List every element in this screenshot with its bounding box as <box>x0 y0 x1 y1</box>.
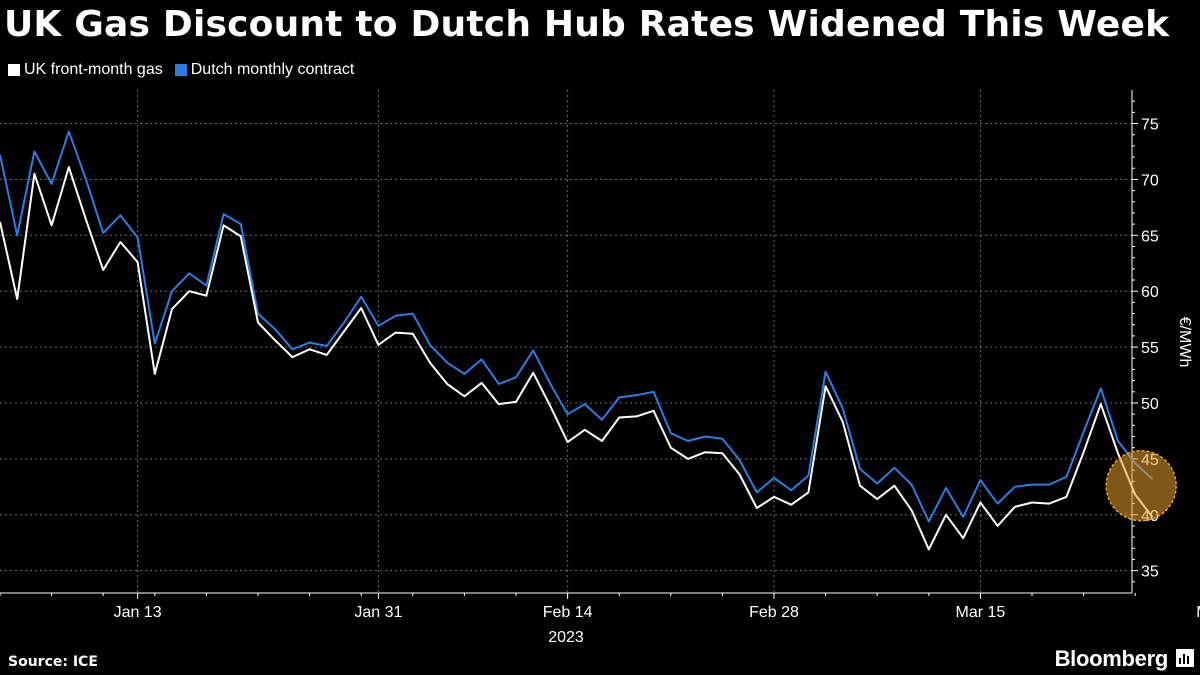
x-tick-label: Feb 28 <box>749 604 799 621</box>
legend-swatch-uk <box>8 64 20 76</box>
highlight-circle <box>1105 449 1177 522</box>
legend-label-dutch: Dutch monthly contract <box>190 61 355 78</box>
legend-item-uk: UK front-month gas <box>8 61 163 79</box>
legend: UK front-month gas Dutch monthly contrac… <box>8 61 366 79</box>
legend-item-dutch: Dutch monthly contract <box>174 61 355 79</box>
x-tick-label: Jan 31 <box>354 604 402 621</box>
y-tick-label: 55 <box>1141 340 1159 357</box>
chart-title: UK Gas Discount to Dutch Hub Rates Widen… <box>4 4 1170 45</box>
y-tick-label: 65 <box>1141 228 1159 245</box>
x-year-label: 2023 <box>548 629 584 646</box>
series-line-uk <box>0 166 1154 551</box>
x-tick-label: Mar 31 <box>1196 604 1200 621</box>
bloomberg-chart-icon <box>1176 649 1194 667</box>
legend-label-uk: UK front-month gas <box>24 61 163 78</box>
x-tick-label: Jan 13 <box>114 604 162 621</box>
x-tick-label: Feb 14 <box>543 604 593 621</box>
series-line-dutch <box>0 130 1154 523</box>
source-note: Source: ICE <box>8 654 98 670</box>
y-tick-label: 70 <box>1141 172 1159 189</box>
x-tick-label: Mar 15 <box>956 604 1006 621</box>
bloomberg-logo: Bloomberg <box>1054 646 1169 671</box>
y-tick-label: 60 <box>1141 284 1159 301</box>
y-axis-label: €/MWh <box>1176 317 1193 368</box>
y-tick-label: 75 <box>1141 117 1159 134</box>
y-tick-label: 35 <box>1141 564 1159 581</box>
y-tick-label: 50 <box>1141 396 1159 413</box>
legend-swatch-dutch <box>174 64 187 76</box>
